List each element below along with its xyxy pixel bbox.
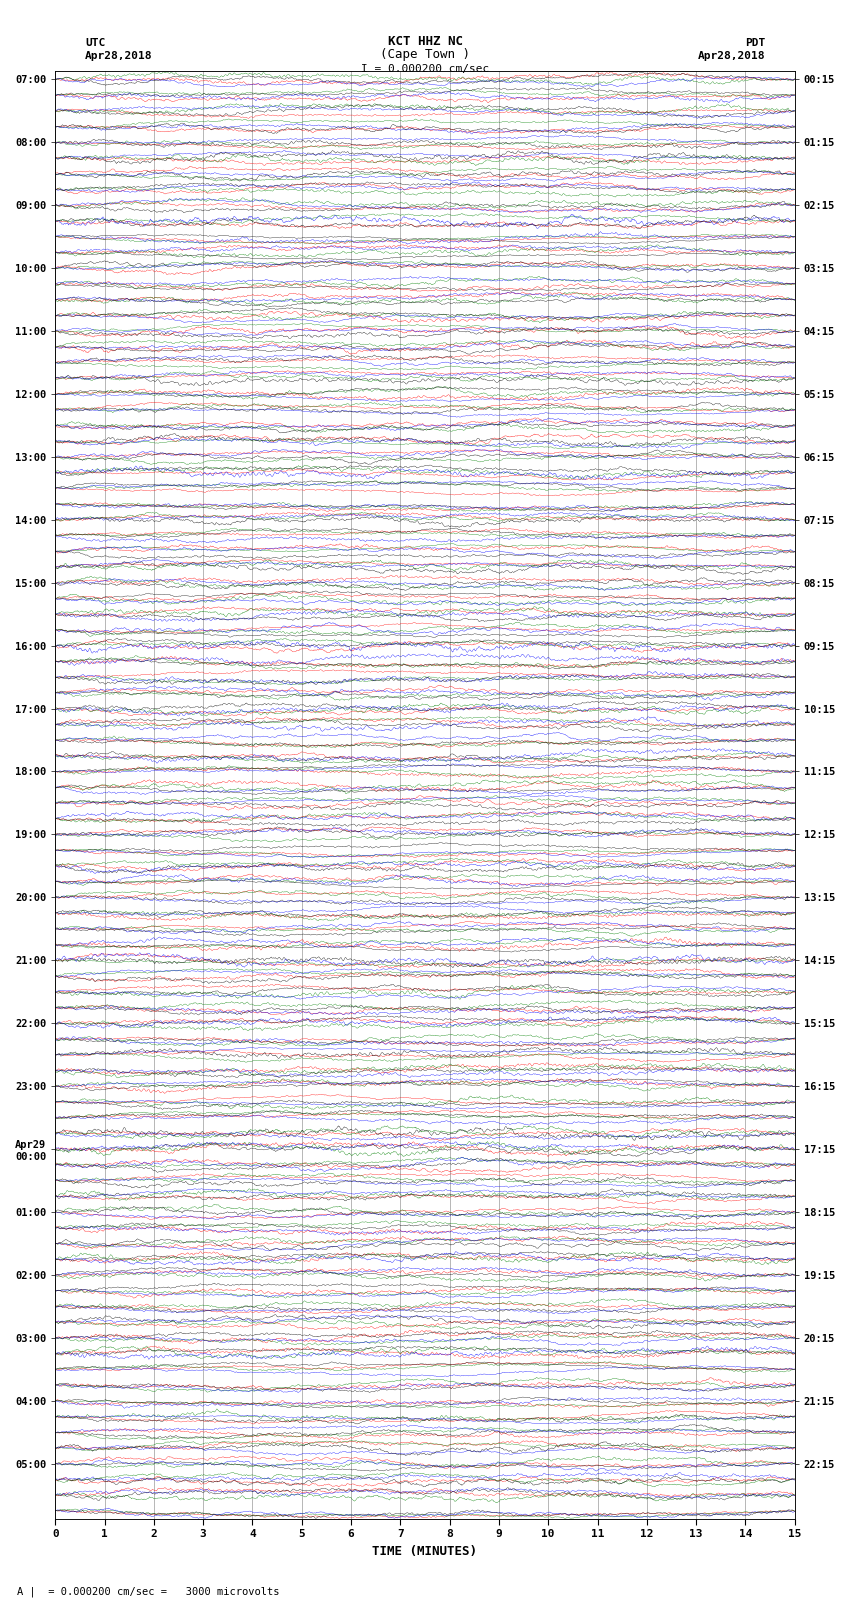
Text: Apr28,2018: Apr28,2018	[698, 52, 765, 61]
Text: UTC: UTC	[85, 39, 105, 48]
Text: A |  = 0.000200 cm/sec =   3000 microvolts: A | = 0.000200 cm/sec = 3000 microvolts	[17, 1586, 280, 1597]
X-axis label: TIME (MINUTES): TIME (MINUTES)	[372, 1545, 478, 1558]
Text: I = 0.000200 cm/sec: I = 0.000200 cm/sec	[361, 65, 489, 74]
Text: Apr28,2018: Apr28,2018	[85, 52, 152, 61]
Text: KCT HHZ NC: KCT HHZ NC	[388, 35, 462, 48]
Text: (Cape Town ): (Cape Town )	[380, 48, 470, 61]
Text: PDT: PDT	[745, 39, 765, 48]
